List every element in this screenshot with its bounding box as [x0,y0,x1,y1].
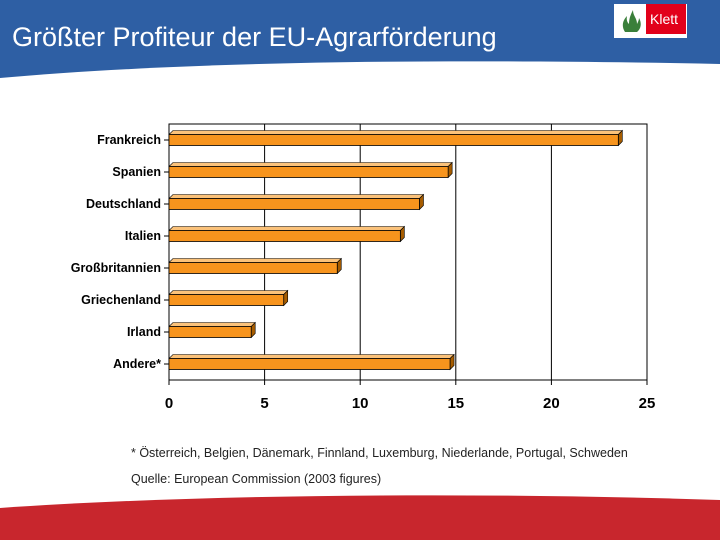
category-label: Deutschland [86,197,161,211]
category-label: Irland [127,325,161,339]
bar-top-face [168,226,406,231]
bar-4 [168,225,406,243]
bar-front-face [168,358,451,370]
category-label: Italien [125,229,161,243]
bar-6 [168,289,289,307]
bar-front-face [168,134,619,146]
x-tick-label: 25 [639,395,656,412]
klett-logo-text: Klett [650,11,679,27]
klett-logo-badge [646,4,686,34]
bar-front-face [168,294,285,306]
category-label: Andere* [113,357,161,371]
bar-front-face [168,262,338,274]
bar-3 [168,193,425,211]
bar-7 [168,321,256,339]
bar-front-face [168,326,252,338]
bar-top-face [168,322,256,327]
category-label: Großbritannien [71,261,161,275]
x-tick-label: 20 [543,395,560,412]
bar-8 [168,353,455,371]
plot-frame [168,123,648,381]
x-tick-label: 15 [447,395,464,412]
footnote: * Österreich, Belgien, Dänemark, Finnlan… [131,446,628,460]
bar-top-face [168,258,342,263]
x-tick-labels: 0 5 10 15 20 25 [165,395,656,412]
header-wave [0,61,720,86]
bar-5 [168,257,342,275]
bar-2 [168,161,453,179]
bar-top-face [168,130,624,135]
footer-band [0,488,720,540]
x-tick-label: 10 [352,395,369,412]
source-note: Quelle: European Commission (2003 figure… [131,472,382,486]
bar-top-face [168,194,425,199]
category-label: Frankreich [97,133,161,147]
footer-wave [0,495,720,540]
bar-front-face [168,230,401,242]
bar-front-face [168,166,449,178]
bar-1 [168,129,624,147]
header-band: Größter Profiteur der EU-Agrarförderung … [0,0,720,86]
x-tick-label: 5 [260,395,268,412]
klett-flame-icon [622,10,641,32]
category-label: Griechenland [81,293,161,307]
x-tick-label: 0 [165,395,173,412]
bar-top-face [168,354,455,359]
category-labels: Frankreich Spanien Deutschland Italien Großb… [71,133,161,371]
bar-top-face [168,162,453,167]
bars [168,129,624,371]
bar-front-face [168,198,420,210]
bar-top-face [168,290,289,295]
page-title: Größter Profiteur der EU-Agrarförderung [12,22,497,52]
bar-chart: Frankreich Spanien Deutschland Italien Großb… [71,123,656,412]
category-label: Spanien [112,165,161,179]
